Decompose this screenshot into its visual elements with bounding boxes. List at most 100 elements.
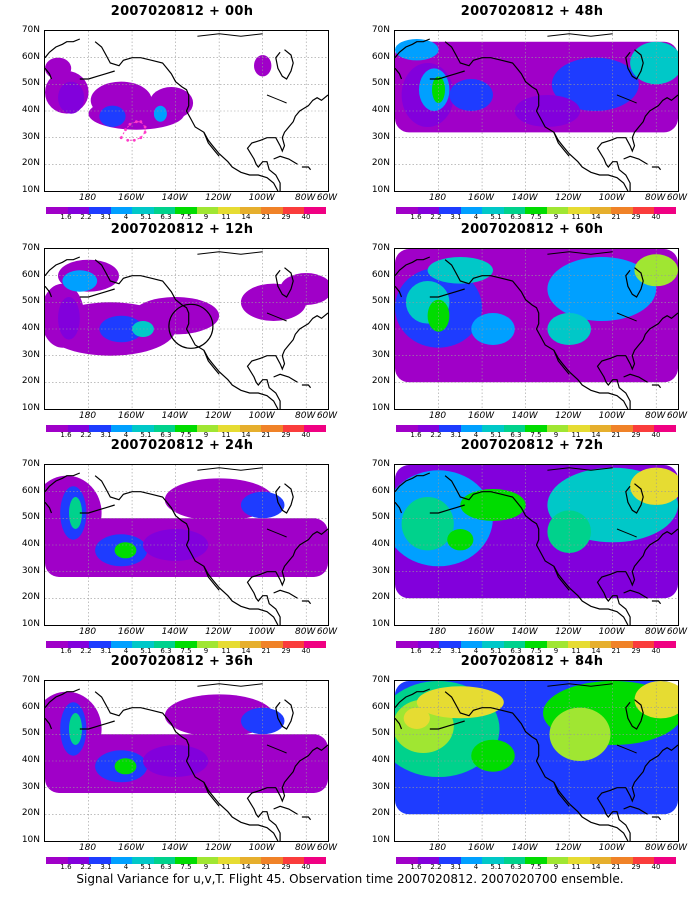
y-tick-label: 40N — [21, 539, 40, 549]
panel-title: 2007020812 + 12h — [110, 222, 254, 237]
colorbar-label: 40 — [651, 213, 661, 221]
colorbar-swatch — [611, 425, 633, 432]
great-lakes — [266, 528, 287, 538]
y-tick-label: 70N — [371, 459, 390, 469]
coastline — [625, 483, 644, 514]
flight-track-point — [128, 122, 132, 126]
colorbar-swatch — [417, 641, 440, 648]
colorbar-label: 1.6 — [60, 647, 72, 655]
colorbar-label: 2.2 — [430, 863, 442, 871]
y-tick-label: 40N — [371, 755, 390, 765]
coastline — [203, 132, 220, 157]
colorbar — [396, 857, 676, 864]
y-tick-label: 20N — [21, 592, 40, 603]
colorbar-swatch — [503, 207, 526, 214]
variance-contour — [427, 257, 493, 284]
x-tick-label: 140W — [511, 193, 538, 203]
colorbar-label: 14 — [591, 647, 601, 655]
colorbar-swatch — [482, 857, 504, 864]
coastline — [275, 699, 294, 730]
y-tick-label: 60N — [21, 269, 40, 280]
coastline — [45, 472, 81, 493]
variance-contour — [630, 41, 678, 85]
map-plot — [45, 249, 328, 409]
colorbar-swatch — [46, 425, 68, 432]
great-lakes — [266, 94, 287, 104]
coastline — [395, 67, 403, 80]
colorbar-swatch — [282, 857, 305, 864]
x-tick-label: 60W — [316, 411, 338, 421]
x-tick-label: 180 — [78, 411, 97, 421]
x-tick-label: 160W — [468, 843, 495, 853]
coastline — [273, 155, 298, 165]
x-tick-label: 120W — [555, 193, 582, 203]
y-tick-label: 30N — [21, 349, 40, 360]
colorbar-label: 40 — [651, 431, 661, 439]
colorbar-swatch — [89, 857, 111, 864]
map-panel: 2007020812 + 60h 70N 60N 50N 40N 30N 20N 10N 180… — [362, 222, 700, 439]
colorbar-label: 3.1 — [100, 431, 112, 439]
map-panel: 2007020812 + 48h 70N 60N 50N 40N 30N 20N 10N 180… — [362, 4, 700, 221]
x-tick-label: 160W — [118, 627, 145, 637]
coastline — [395, 38, 431, 59]
colorbar-label: 9 — [203, 647, 209, 655]
y-tick-label: 50N — [21, 512, 40, 523]
y-tick-label: 30N — [21, 565, 40, 576]
colorbar-label: 1.6 — [410, 431, 422, 439]
colorbar — [46, 425, 326, 432]
colorbar-swatch — [525, 641, 547, 648]
coastline — [429, 504, 465, 514]
colorbar-swatch — [589, 207, 612, 214]
y-tick-label: 30N — [371, 131, 390, 142]
x-tick-label: 100W — [598, 627, 625, 637]
map-plot — [45, 31, 328, 191]
coastline — [273, 589, 298, 599]
colorbar-swatch — [89, 207, 111, 214]
colorbar-label: 6.3 — [510, 647, 522, 655]
colorbar-label: 9 — [203, 431, 209, 439]
colorbar-swatch — [46, 857, 68, 864]
y-tick-label: 70N — [21, 675, 40, 685]
y-tick-label: 60N — [371, 269, 390, 280]
flight-track-point — [139, 136, 143, 140]
x-tick-label: 120W — [205, 627, 232, 637]
great-lakes — [616, 744, 637, 754]
map-panel: 2007020812 + 00h 70N 60N 50N 40N 30N 20N 10N 180… — [12, 4, 352, 221]
colorbar-label: 1.6 — [60, 863, 72, 871]
y-tick-label: 30N — [21, 131, 40, 142]
arctic-islands — [547, 33, 613, 37]
flight-track-point — [143, 130, 147, 134]
y-tick-label: 50N — [21, 296, 40, 307]
coastline — [625, 49, 644, 80]
colorbar-label: 7.5 — [180, 647, 192, 655]
colorbar-label: 3.1 — [450, 431, 462, 439]
x-tick-label: 140W — [511, 627, 538, 637]
x-tick-label: 60W — [666, 627, 688, 637]
y-tick-label: 30N — [371, 781, 390, 792]
arctic-islands — [197, 467, 263, 471]
x-tick-label: 120W — [205, 411, 232, 421]
variance-contour — [514, 95, 581, 127]
colorbar-swatch — [218, 857, 240, 864]
colorbar-swatch — [546, 641, 569, 648]
variance-contour — [58, 297, 80, 340]
variance-contour — [549, 707, 611, 761]
colorbar-label: 40 — [301, 863, 311, 871]
flight-track-point — [126, 138, 130, 142]
colorbar-swatch — [568, 425, 590, 432]
colorbar-label: 21 — [611, 431, 621, 439]
colorbar-label: 3.1 — [100, 213, 112, 221]
variance-contour — [630, 467, 678, 505]
colorbar-label: 7.5 — [530, 213, 542, 221]
coastline — [623, 589, 648, 599]
colorbar-swatch — [304, 207, 326, 214]
flight-track-point — [124, 128, 127, 132]
coastline — [45, 285, 53, 298]
y-tick-label: 10N — [21, 619, 40, 629]
colorbar-label: 5.1 — [140, 647, 152, 655]
colorbar-label: 4 — [123, 213, 129, 221]
colorbar-label: 3.1 — [100, 863, 112, 871]
y-tick-label: 40N — [371, 323, 390, 333]
colorbar-swatch — [282, 207, 305, 214]
coastline — [596, 744, 678, 841]
